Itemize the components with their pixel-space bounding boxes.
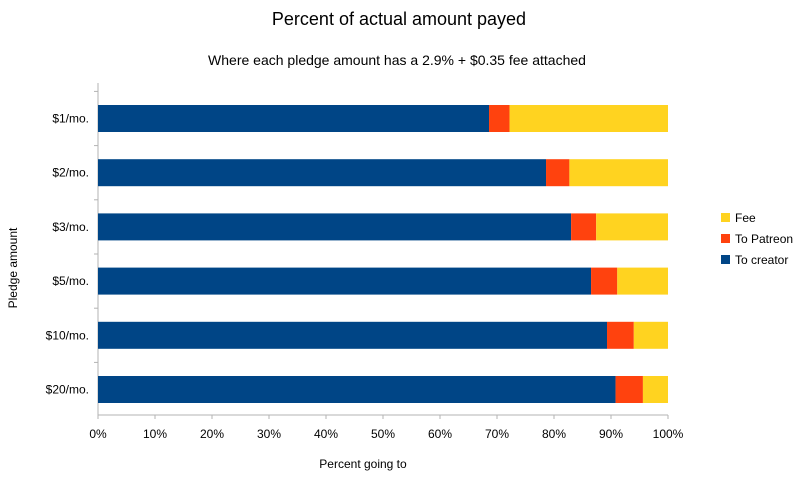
bar-to-patreon-6: [615, 376, 643, 403]
bar-to-creator-3: [98, 213, 572, 241]
chart-title: Percent of actual amount payed: [272, 9, 526, 29]
bar-to-creator-2: [98, 159, 547, 187]
x-tick-label: 20%: [200, 427, 224, 441]
legend-label-to-creator: To creator: [735, 253, 788, 267]
legend-swatch-to-creator: [721, 255, 730, 264]
legend-label-fee: Fee: [735, 211, 756, 225]
bar-to-creator-6: [98, 376, 616, 403]
bar-to-creator-1: [98, 105, 490, 132]
x-tick-label: 30%: [257, 427, 281, 441]
x-tick-label: 80%: [542, 427, 566, 441]
bar-to-patreon-1: [489, 105, 510, 132]
bar-fee-6: [642, 376, 668, 403]
y-tick-label: $20/mo.: [46, 383, 89, 397]
legend-swatch-to-patreon: [721, 234, 730, 243]
legend-label-to-patreon: To Patreon: [735, 232, 793, 246]
bar-to-creator-5: [98, 321, 608, 349]
plot-area: $1/mo. $2/mo. $3/mo. $5/mo. $10/mo. $20/mo. 0%…: [46, 83, 684, 441]
x-tick-label: 90%: [599, 427, 623, 441]
x-tick-label: 100%: [653, 427, 684, 441]
chart-subtitle: Where each pledge amount has a 2.9% + $0…: [208, 52, 586, 68]
y-tick-label: $5/mo.: [52, 274, 89, 288]
x-tick-label: 10%: [143, 427, 167, 441]
bar-fee-4: [617, 267, 668, 295]
y-axis-label: Pledge amount: [6, 227, 20, 308]
bar-to-creator-4: [98, 267, 592, 295]
x-tick-label: 60%: [428, 427, 452, 441]
bar-fee-5: [633, 321, 668, 349]
y-tick-label: $2/mo.: [52, 166, 89, 180]
bar-fee-1: [509, 105, 668, 132]
bar-to-patreon-3: [571, 213, 597, 241]
bar-to-patreon-4: [591, 267, 618, 295]
bar-to-patreon-5: [607, 321, 634, 349]
legend-swatch-fee: [721, 213, 730, 222]
y-tick-label: $1/mo.: [52, 112, 89, 126]
x-tick-label: 70%: [485, 427, 509, 441]
y-tick-label: $3/mo.: [52, 220, 89, 234]
x-tick-label: 40%: [314, 427, 338, 441]
x-tick-label: 50%: [371, 427, 395, 441]
bar-fee-2: [569, 159, 668, 187]
bar-fee-3: [596, 213, 668, 241]
x-tick-label: 0%: [89, 427, 107, 441]
bar-to-patreon-2: [546, 159, 570, 187]
y-tick-label: $10/mo.: [46, 328, 89, 342]
legend: Fee To Patreon To creator: [721, 211, 793, 267]
x-axis-label: Percent going to: [319, 457, 407, 471]
